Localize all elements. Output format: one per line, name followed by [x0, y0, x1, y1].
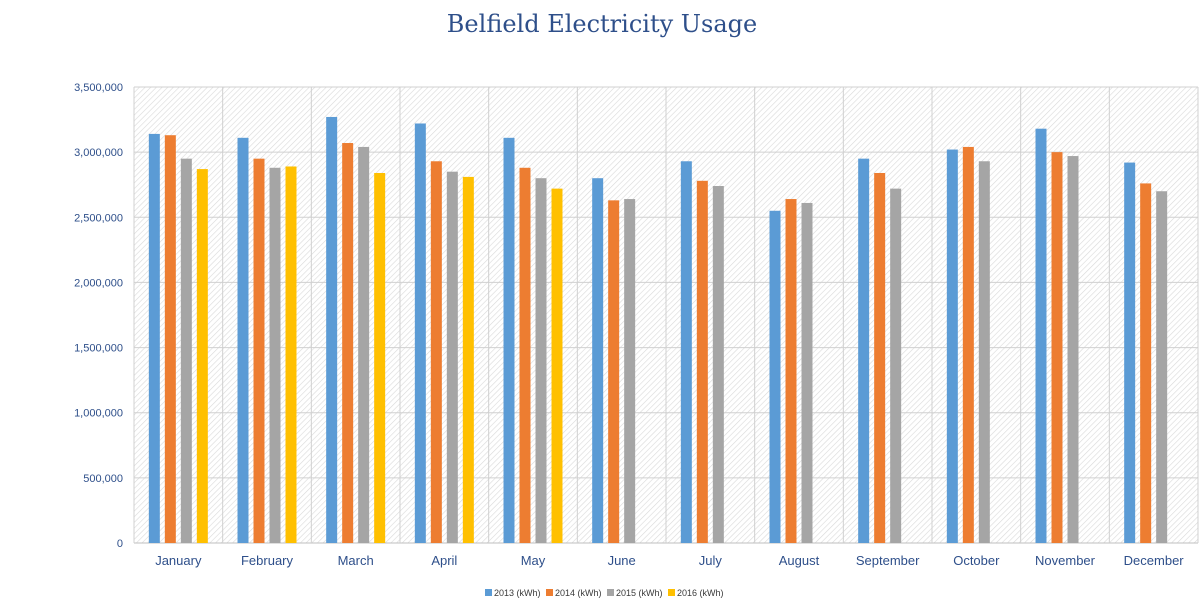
bar-2015-january [180, 158, 192, 543]
y-tick-label: 1,500,000 [74, 343, 123, 355]
bar-2014-may [519, 167, 531, 543]
bar-2014-march [342, 143, 354, 543]
x-axis: January February March April May June July Augu… [155, 553, 1184, 568]
bar-2013-june [592, 178, 604, 543]
x-tick-label: September [856, 553, 920, 568]
bar-2013-january [148, 133, 160, 543]
legend-label: 2016 (kWh) [677, 588, 724, 598]
chart-title: Belfield Electricity Usage [446, 10, 758, 38]
y-tick-label: 0 [117, 538, 123, 550]
y-tick-label: 3,500,000 [74, 82, 123, 94]
bar-2013-july [680, 161, 692, 543]
y-axis: 0 500,000 1,000,000 1,500,000 2,000,000 2,500… [74, 82, 123, 550]
x-tick-label: January [155, 553, 202, 568]
bar-2015-march [358, 146, 370, 543]
legend: 2013 (kWh) 2014 (kWh) 2015 (kWh) 2016 (kWh) [485, 588, 724, 598]
legend-swatch [546, 589, 553, 596]
bar-2015-november [1067, 156, 1079, 543]
bar-2014-february [253, 158, 265, 543]
bars [148, 116, 1168, 544]
bar-2014-december [1140, 183, 1152, 543]
legend-label: 2013 (kWh) [494, 588, 541, 598]
bar-2014-july [696, 180, 708, 543]
bar-2016-february [285, 166, 297, 543]
bar-2015-april [446, 171, 458, 543]
bar-2014-january [164, 135, 176, 543]
x-tick-label: May [521, 553, 546, 568]
y-tick-label: 500,000 [83, 473, 123, 485]
bar-2013-may [503, 137, 515, 543]
x-tick-label: December [1124, 553, 1185, 568]
bar-2014-september [874, 172, 886, 543]
x-tick-label: July [699, 553, 723, 568]
x-tick-label: April [431, 553, 457, 568]
legend-label: 2014 (kWh) [555, 588, 602, 598]
bar-2016-march [374, 172, 386, 543]
bar-2013-december [1124, 162, 1136, 543]
x-tick-label: June [608, 553, 636, 568]
bar-2013-august [769, 210, 781, 543]
x-tick-label: October [953, 553, 1000, 568]
bar-2014-august [785, 199, 797, 543]
bar-2015-december [1156, 191, 1168, 543]
y-tick-label: 3,000,000 [74, 147, 123, 159]
bar-2015-may [535, 178, 547, 543]
legend-label: 2015 (kWh) [616, 588, 663, 598]
y-tick-label: 1,000,000 [74, 408, 123, 420]
bar-2016-january [196, 169, 208, 543]
bar-2014-october [962, 146, 974, 543]
x-tick-label: February [241, 553, 294, 568]
bar-2014-june [608, 200, 620, 543]
bar-2016-april [462, 176, 474, 543]
bar-2013-april [414, 123, 426, 543]
y-tick-label: 2,500,000 [74, 212, 123, 224]
bar-2015-june [624, 199, 636, 543]
bar-2016-may [551, 188, 563, 543]
legend-swatch [485, 589, 492, 596]
x-tick-label: March [338, 553, 374, 568]
bar-2013-october [946, 149, 958, 543]
bar-2014-november [1051, 152, 1063, 543]
bar-2014-april [430, 161, 442, 543]
x-tick-label: November [1035, 553, 1096, 568]
bar-2013-february [237, 137, 249, 543]
bar-2013-march [326, 116, 338, 544]
bar-2013-november [1035, 128, 1047, 544]
bar-2015-august [801, 202, 813, 543]
gridlines [133, 86, 1199, 544]
bar-2015-february [269, 167, 281, 543]
legend-swatch [668, 589, 675, 596]
bar-2015-july [712, 186, 724, 543]
bar-2015-october [978, 161, 990, 543]
x-tick-label: August [779, 553, 820, 568]
legend-swatch [607, 589, 614, 596]
bar-2013-september [858, 158, 870, 543]
y-tick-label: 2,000,000 [74, 277, 123, 289]
bar-2015-september [890, 188, 902, 543]
